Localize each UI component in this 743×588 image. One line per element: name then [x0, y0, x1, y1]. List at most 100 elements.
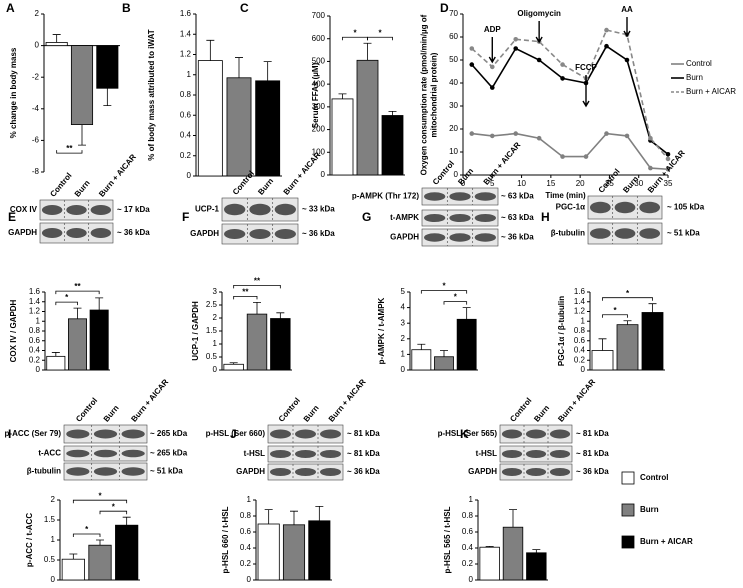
significance-label: * [613, 306, 617, 315]
row-label: COX IV [10, 205, 38, 214]
y-tick-label: 5 [401, 287, 406, 296]
blot-band [549, 429, 571, 439]
error-bar [73, 307, 82, 319]
annotation-label: FCCP [575, 63, 597, 72]
bar [89, 309, 109, 371]
bar [411, 349, 432, 371]
y-tick-label: 1 [51, 535, 56, 544]
y-tick-label: 0 [187, 171, 192, 180]
y-tick-label: 1.4 [574, 297, 586, 306]
series-line [471, 132, 669, 171]
y-tick-label: 1 [36, 316, 41, 325]
blot-band [41, 228, 63, 238]
row-label: GAPDH [390, 233, 419, 242]
size-label: ~ 81 kDa [576, 429, 609, 438]
size-label: ~ 63 kDa [501, 213, 534, 222]
lane-label: Control [597, 167, 622, 195]
annotation-label: AA [621, 5, 633, 14]
series-marker [536, 57, 542, 63]
series-marker [624, 133, 630, 139]
blot-band [549, 468, 571, 476]
y-axis-label: p-HSL 660 / t-HSL [221, 506, 230, 573]
y-axis-label: Oxygen consumption rate (pmol/min/µg of … [419, 14, 439, 176]
bar [197, 60, 223, 177]
significance-label: * [65, 293, 69, 302]
size-label: ~ 81 kDa [347, 429, 380, 438]
blot-band [93, 449, 118, 458]
blot-band [501, 450, 523, 458]
size-label: ~ 51 kDa [150, 467, 183, 476]
panel-letter: J [230, 427, 237, 441]
legend-label: Burn [640, 505, 659, 514]
significance-bracket [443, 301, 468, 305]
size-label: ~ 63 kDa [501, 192, 534, 201]
y-tick-label: 3 [213, 287, 218, 296]
bar [68, 318, 88, 371]
blot-band [501, 468, 523, 476]
y-axis-label: COX IV / GAPDH [9, 299, 18, 362]
size-label: ~ 36 kDa [501, 233, 534, 242]
y-tick-label: 2 [213, 313, 218, 322]
significance-label: * [98, 491, 102, 500]
y-tick-label: 0.6 [180, 110, 192, 119]
y-tick-label: 1.2 [574, 307, 586, 316]
significance-bracket [233, 285, 281, 289]
series-marker [648, 165, 653, 171]
series-marker [513, 37, 519, 42]
row-label: UCP-1 [195, 205, 220, 214]
blot-band [639, 228, 661, 239]
bar [282, 524, 306, 581]
bar [45, 42, 68, 46]
series-marker [469, 62, 475, 67]
row-label: GAPDH [468, 467, 497, 476]
blot-band [66, 449, 90, 458]
significance-bracket [72, 533, 101, 537]
blot-band [121, 449, 145, 458]
y-axis-label: PGC-1α / β-tubulin [557, 296, 566, 366]
error-bar [103, 88, 112, 107]
blot-band [424, 233, 446, 242]
x-tick-label: 35 [664, 179, 673, 188]
series-marker [536, 135, 542, 141]
bar [616, 324, 639, 371]
y-tick-label: 1 [469, 495, 474, 504]
series-marker [469, 46, 475, 51]
row-label: p-HSL (Ser 660) [206, 429, 266, 438]
legend-swatch [621, 503, 635, 517]
size-label: ~ 51 kDa [667, 229, 700, 238]
row-label: p-AMPK (Thr 172) [352, 192, 419, 201]
blot-band [224, 229, 246, 239]
error-bar [78, 124, 86, 146]
lane-label: Burn [102, 403, 121, 423]
lane-label: Burn + AICAR [97, 152, 138, 198]
y-axis-label: p-HSL 565 / t-HSL [443, 506, 452, 573]
x-tick-label: 30 [634, 179, 643, 188]
significance-label: * [626, 289, 630, 298]
y-tick-label: 0 [35, 41, 40, 50]
y-tick-label: 1.6 [180, 9, 192, 18]
blot-band [614, 228, 636, 239]
y-tick-label: 200 [312, 125, 326, 134]
error-bar [338, 93, 347, 99]
error-bar [263, 61, 272, 81]
error-bar [315, 506, 324, 521]
x-tick-label: 15 [546, 179, 555, 188]
legend-label: Burn + AICAR [686, 87, 736, 96]
blot-band [224, 203, 246, 216]
significance-bracket [420, 290, 468, 294]
blot-band [549, 450, 571, 458]
blot-band [449, 214, 471, 222]
series-marker [665, 166, 671, 172]
error-bar [276, 312, 285, 319]
y-tick-label: 2 [51, 495, 56, 504]
panel-letter: G [362, 210, 371, 224]
y-tick-label: 0.6 [574, 336, 586, 345]
y-tick-label: 0.5 [206, 352, 218, 361]
series-marker [648, 135, 653, 141]
x-tick-label: 0 [461, 179, 466, 188]
series-marker [665, 156, 671, 162]
blot-band [270, 468, 291, 476]
blot-band [449, 233, 471, 242]
blot-band [295, 450, 316, 458]
series-marker [560, 76, 565, 81]
